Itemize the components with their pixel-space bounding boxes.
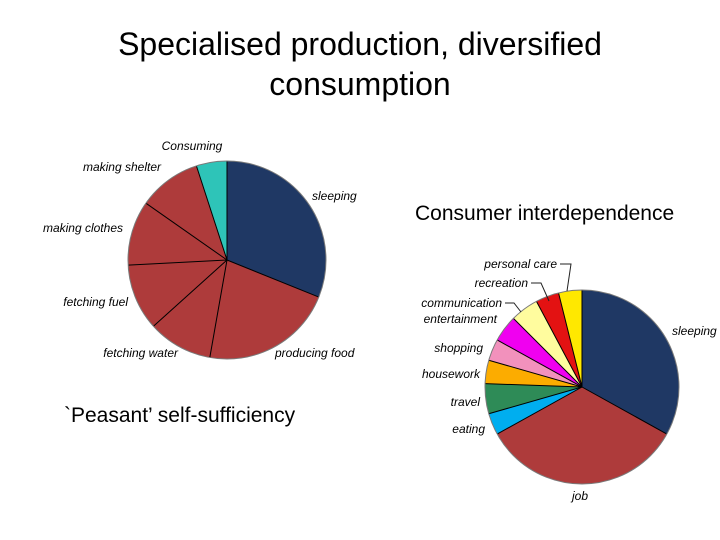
slice-divider (536, 301, 583, 388)
pie-slice-entertainment (497, 318, 582, 387)
pie-slice-producing-food (209, 260, 319, 360)
pie-label-recreation: recreation (475, 276, 529, 290)
pie-slice-travel (485, 383, 582, 414)
pie-label-travel: travel (451, 395, 481, 409)
slice-divider (226, 259, 319, 298)
slice-divider (145, 202, 228, 261)
label-leader-line (531, 282, 550, 302)
pie-slice-sleeping (582, 290, 680, 435)
pie-slice-making-shelter (145, 165, 227, 260)
pie-slice-fetching-fuel (128, 260, 227, 327)
pie-label-fetching-water: fetching water (103, 346, 179, 360)
slice-divider (485, 383, 583, 388)
pie-rim (127, 160, 327, 360)
slice-divider (153, 259, 228, 327)
pie-label-Consuming: Consuming (162, 139, 223, 153)
pie-label-making-clothes: making clothes (43, 221, 123, 235)
pie-slice-recreation (536, 292, 582, 387)
pie-slice-eating (488, 387, 582, 435)
pie-label-entertainment: entertainment (424, 312, 498, 326)
slide-title-line-1: Specialised production, diversified (118, 26, 602, 62)
pie-slice-fetching-water (153, 260, 227, 358)
slice-divider (581, 386, 668, 435)
pie-label-making-shelter: making shelter (83, 160, 162, 174)
pie-label-personal-care: personal care (483, 257, 557, 271)
slice-divider (496, 339, 583, 388)
slice-divider (496, 386, 583, 435)
pie-rim (484, 289, 680, 485)
pie-label-producing-food: producing food (274, 346, 355, 360)
pie-slice-communication (513, 301, 582, 387)
consumer-pie-chart: sleeping job eating travel housework shopping… (421, 257, 717, 503)
slice-divider (513, 318, 583, 388)
consumer-heading: Consumer interdependence (415, 202, 675, 225)
pie-slice-making-clothes (128, 203, 227, 266)
slice-divider (209, 259, 228, 358)
peasant-caption: `Peasant’ self-sufficiency (64, 404, 296, 427)
pie-label-communication: communication (421, 296, 502, 310)
pie-label-eating: eating (452, 422, 485, 436)
peasant-pie-chart: sleeping producing food fetching water fetc… (43, 139, 357, 360)
label-leader-line (505, 302, 522, 313)
slice-divider (488, 359, 583, 388)
pie-label-housework: housework (422, 367, 481, 381)
slice-divider (128, 259, 228, 266)
pie-label-job: job (570, 489, 588, 503)
slice-divider (195, 165, 228, 261)
pie-label-sleeping: sleeping (672, 324, 717, 338)
pie-label-shopping: shopping (434, 341, 483, 355)
slide-title-line-2: consumption (269, 66, 451, 102)
label-leader-line (560, 263, 572, 292)
pie-slice-job (497, 387, 667, 485)
pie-label-sleeping: sleeping (312, 189, 357, 203)
slice-divider (558, 292, 583, 388)
pie-label-fetching-fuel: fetching fuel (63, 295, 128, 309)
pie-slice-shopping (488, 339, 582, 387)
slide-title: Specialised production, diversified cons… (0, 24, 720, 104)
slice-divider (488, 386, 583, 415)
